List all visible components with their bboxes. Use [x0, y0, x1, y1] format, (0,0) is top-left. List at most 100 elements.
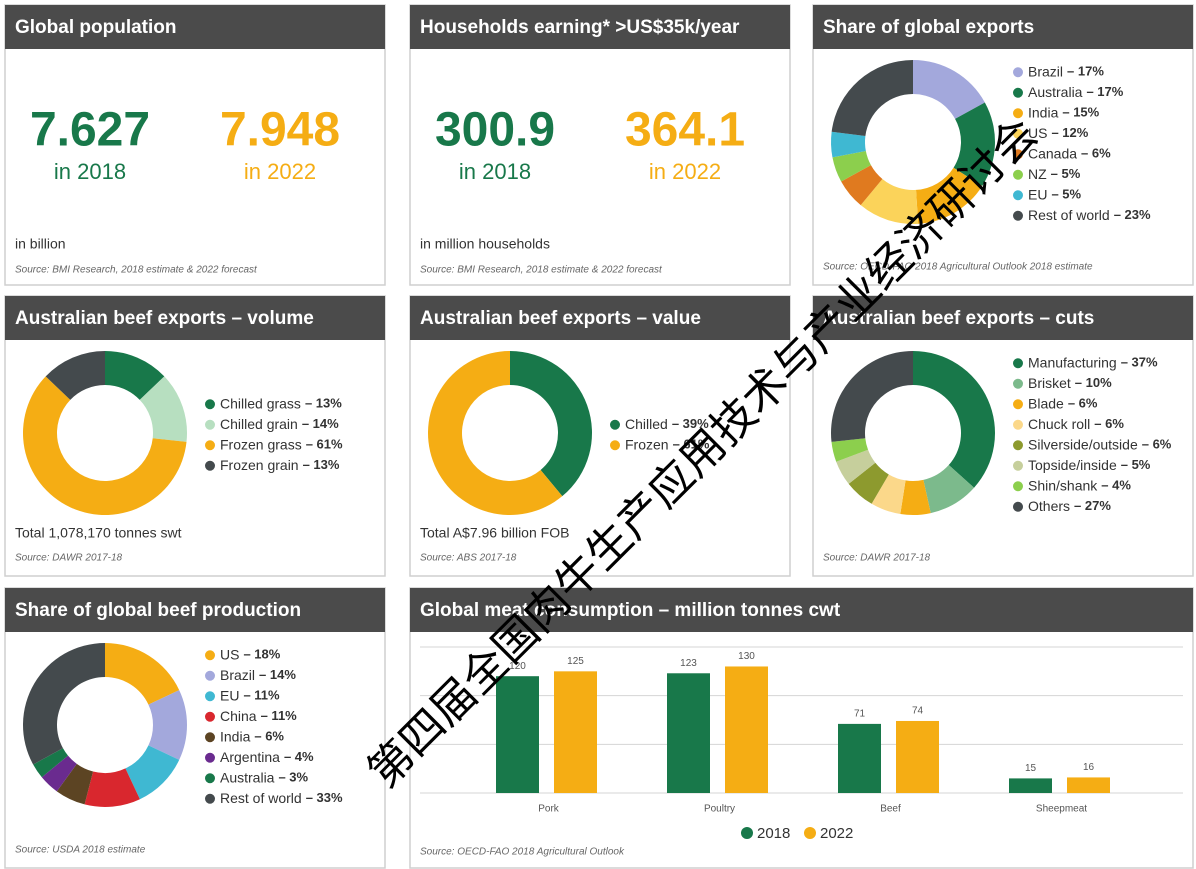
- x-tick-label: Sheepmeat: [1036, 804, 1087, 815]
- legend-marker: [804, 827, 816, 839]
- bar: [1009, 778, 1052, 793]
- x-tick-label: Beef: [880, 804, 901, 815]
- panel-title: Share of global beef production: [15, 600, 301, 621]
- bar: [838, 723, 881, 793]
- donut-segment: [105, 351, 165, 400]
- legend-value: – 5%: [1051, 166, 1081, 181]
- donut-segment: [510, 351, 592, 497]
- legend-marker: [205, 732, 215, 743]
- legend-marker: [205, 399, 215, 410]
- x-tick-label: Poultry: [704, 804, 735, 815]
- legend-marker: [205, 691, 215, 702]
- legend-name: Topside/inside: [1028, 456, 1117, 472]
- panel-title: Share of global exports: [823, 17, 1034, 38]
- panel-header: [5, 5, 385, 49]
- kpi-value: 7.627: [30, 104, 150, 157]
- legend-name: Frozen grass: [220, 436, 302, 452]
- legend-entry: Topside/inside – 5%: [1028, 456, 1151, 472]
- donut-segment: [125, 745, 180, 800]
- legend-name: China: [220, 707, 257, 723]
- legend-name: India: [220, 728, 251, 744]
- donut-segment: [45, 351, 105, 400]
- donut-segment: [916, 167, 983, 224]
- panel-header: [410, 588, 1193, 632]
- legend-marker: [610, 419, 620, 430]
- bar-value-label: 125: [567, 656, 584, 667]
- legend-marker: [1013, 67, 1023, 78]
- panel-title: Global population: [15, 17, 176, 38]
- panel-title: Global meat consumption – million tonnes…: [420, 600, 841, 621]
- legend-entry: Australia – 3%: [220, 769, 309, 785]
- legend-value: – 14%: [259, 667, 296, 682]
- legend-entry: Brazil – 14%: [220, 666, 296, 682]
- legend-entry: Chilled grass – 13%: [220, 395, 342, 411]
- legend-marker: [1013, 378, 1023, 389]
- legend-entry: NZ – 5%: [1028, 165, 1081, 181]
- legend-value: – 5%: [1121, 457, 1151, 472]
- legend-entry: Others – 27%: [1028, 497, 1111, 513]
- panel-title: Australian beef exports – value: [420, 308, 701, 329]
- legend-marker: [741, 827, 753, 839]
- legend-entry: India – 15%: [1028, 104, 1100, 120]
- legend-name: EU: [220, 687, 239, 703]
- legend-entry: Frozen grass – 61%: [220, 436, 343, 452]
- donut-segment: [84, 768, 140, 807]
- legend-marker: [205, 793, 215, 804]
- donut-segment: [836, 449, 876, 484]
- legend-value: – 23%: [1114, 207, 1151, 222]
- legend-value: – 15%: [1062, 105, 1099, 120]
- legend-marker: [1013, 128, 1023, 139]
- source: Source: ABS 2017-18: [420, 553, 517, 564]
- legend-value: – 37%: [1121, 355, 1158, 370]
- legend-marker: [1013, 419, 1023, 430]
- legend-value: – 18%: [243, 647, 280, 662]
- kpi-value: 364.1: [625, 104, 745, 157]
- panel: [4, 587, 386, 869]
- source: Source: BMI Research, 2018 estimate & 20…: [15, 265, 258, 276]
- donut-segment: [831, 350, 913, 442]
- panel-title: Australian beef exports – cuts: [823, 308, 1094, 329]
- source: Source: DAWR 2017-18: [15, 553, 123, 564]
- legend-marker: [205, 650, 215, 661]
- panel: [409, 295, 791, 577]
- kpi-label: in 2018: [54, 159, 126, 184]
- legend-value: – 11%: [243, 688, 280, 703]
- legend-name: Chilled grass: [220, 395, 301, 411]
- donut-segment: [22, 376, 187, 515]
- bar-value-label: 15: [1025, 763, 1037, 774]
- donut-segment: [139, 376, 187, 442]
- legend-entry: Silverside/outside – 6%: [1028, 436, 1172, 452]
- legend-entry: Chuck roll – 6%: [1028, 415, 1124, 431]
- legend-marker: [1013, 358, 1023, 369]
- legend-entry: Manufacturing – 37%: [1028, 354, 1158, 370]
- donut-segment: [913, 351, 995, 488]
- donut-segment: [33, 748, 69, 778]
- kpi-value: 300.9: [435, 104, 555, 157]
- bar: [554, 671, 597, 793]
- kpi-label: in 2022: [649, 159, 721, 184]
- legend-value: – 13%: [305, 396, 342, 411]
- legend-value: – 27%: [1074, 498, 1111, 513]
- bar-value-label: 130: [738, 651, 755, 662]
- total: Total A$7.96 billion FOB: [420, 525, 569, 541]
- source: Source: OECD-FAO 2018 Agricultural Outlo…: [420, 847, 625, 858]
- panel-header: [5, 588, 385, 632]
- legend-entry: Rest of world – 23%: [1028, 206, 1151, 222]
- donut-segment: [848, 462, 889, 504]
- legend-marker: [1013, 399, 1023, 410]
- legend-entry: 2018: [757, 825, 790, 842]
- legend-marker: [205, 752, 215, 763]
- legend-name: Frozen: [625, 436, 669, 452]
- kpi-value: 7.948: [220, 104, 340, 157]
- legend-name: Blade: [1028, 395, 1064, 411]
- legend-marker: [205, 670, 215, 681]
- legend-name: Brazil: [220, 666, 255, 682]
- legend-name: Frozen grain: [220, 456, 299, 472]
- legend-value: – 33%: [306, 790, 343, 805]
- donut-segment: [923, 465, 975, 514]
- legend-value: – 6%: [254, 729, 284, 744]
- legend-value: – 10%: [1075, 375, 1112, 390]
- donut-segment: [41, 755, 77, 792]
- legend-entry: China – 11%: [220, 707, 297, 723]
- legend-entry: EU – 11%: [220, 687, 280, 703]
